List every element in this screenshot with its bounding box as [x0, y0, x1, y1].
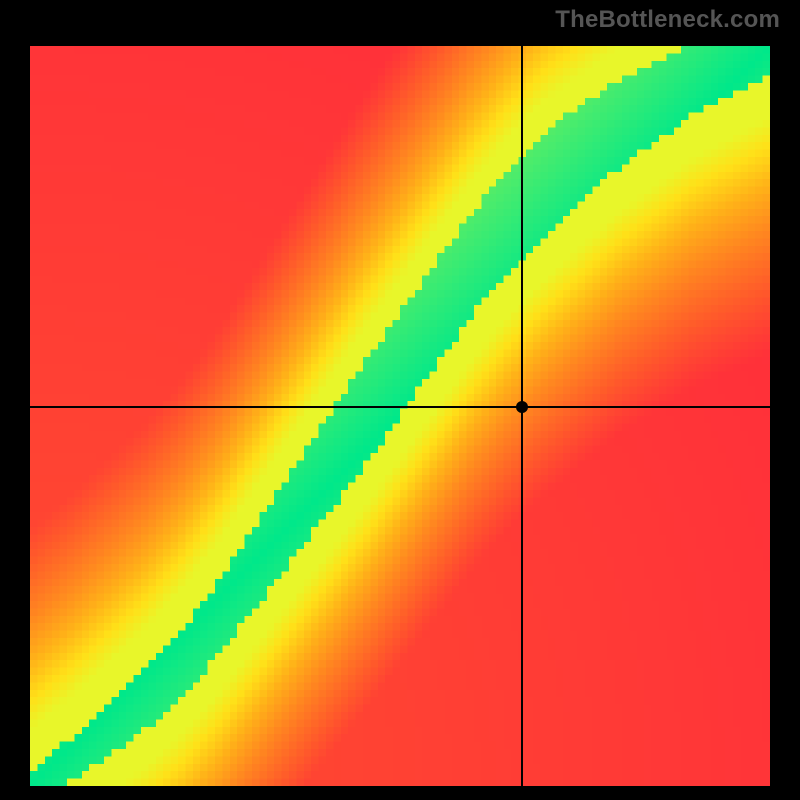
bottleneck-heatmap: [30, 46, 770, 786]
watermark-text: TheBottleneck.com: [555, 6, 780, 34]
figure-container: TheBottleneck.com: [0, 0, 800, 800]
